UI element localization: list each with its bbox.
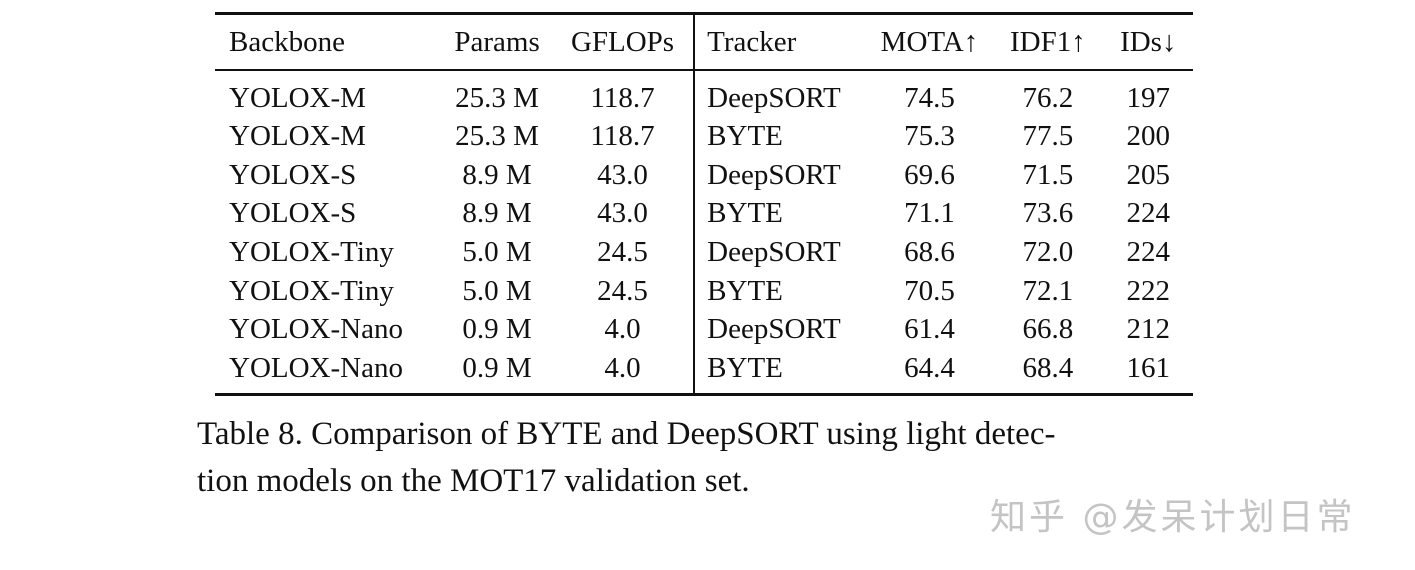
table-row: YOLOX-Tiny 5.0 M 24.5 DeepSORT 68.6 72.0 224	[215, 232, 1193, 272]
cell-idf1: 77.5	[1022, 120, 1074, 153]
cell-mota: 68.6	[904, 236, 955, 269]
table-body: YOLOX-M 25.3 M 118.7 DeepSORT 74.5 76.2 197 YOL…	[215, 70, 1193, 395]
cell-tracker: BYTE	[693, 348, 867, 395]
cell-params: 0.9 M	[462, 313, 532, 346]
table-header: Backbone Params GFLOPs Tracker MOTA↑ IDF…	[215, 13, 1193, 70]
cell-gflops: 43.0	[597, 197, 648, 230]
header-params: Params	[454, 25, 540, 58]
cell-gflops: 4.0	[604, 351, 641, 384]
cell-backbone: YOLOX-M	[229, 120, 366, 153]
results-table-container: Backbone Params GFLOPs Tracker MOTA↑ IDF…	[215, 12, 1193, 396]
cell-gflops: 24.5	[597, 236, 648, 269]
caption-line-1: Table 8. Comparison of BYTE and DeepSORT…	[197, 416, 1056, 452]
cell-mota: 75.3	[904, 120, 955, 153]
cell-params: 8.9 M	[462, 158, 532, 191]
cell-mota: 71.1	[904, 197, 955, 230]
caption-line-2: tion models on the MOT17 validation set.	[197, 463, 750, 499]
cell-gflops: 4.0	[604, 313, 641, 346]
watermark: 知乎 @发呆计划日常	[990, 497, 1356, 538]
cell-params: 25.3 M	[455, 120, 539, 153]
table-row: YOLOX-Nano 0.9 M 4.0 BYTE 64.4 68.4 161	[215, 348, 1193, 395]
table-row: YOLOX-Nano 0.9 M 4.0 DeepSORT 61.4 66.8 212	[215, 309, 1193, 349]
table-row: YOLOX-M 25.3 M 118.7 DeepSORT 74.5 76.2 197	[215, 70, 1193, 117]
cell-backbone: YOLOX-M	[229, 82, 366, 114]
cell-mota: 69.6	[904, 158, 955, 191]
cell-backbone: YOLOX-Tiny	[229, 274, 394, 307]
cell-mota: 70.5	[904, 274, 955, 307]
cell-tracker: BYTE	[693, 194, 867, 233]
cell-ids: 212	[1126, 313, 1171, 346]
cell-tracker: BYTE	[693, 117, 867, 156]
cell-tracker: DeepSORT	[693, 70, 867, 117]
cell-ids: 161	[1126, 351, 1171, 384]
cell-idf1: 71.5	[1022, 158, 1074, 191]
cell-idf1: 72.0	[1022, 236, 1074, 269]
cell-backbone: YOLOX-Nano	[229, 351, 403, 384]
cell-idf1: 66.8	[1022, 313, 1074, 346]
table-row: YOLOX-Tiny 5.0 M 24.5 BYTE 70.5 72.1 222	[215, 271, 1193, 310]
header-gflops: GFLOPs	[570, 25, 675, 58]
table-row: YOLOX-S 8.9 M 43.0 BYTE 71.1 73.6 224	[215, 194, 1193, 233]
header-row: Backbone Params GFLOPs Tracker MOTA↑ IDF…	[215, 13, 1193, 70]
cell-gflops: 118.7	[590, 82, 655, 114]
cell-ids: 205	[1126, 158, 1171, 191]
cell-gflops: 24.5	[597, 274, 648, 307]
cell-idf1: 76.2	[1022, 82, 1074, 114]
cell-ids: 224	[1126, 197, 1171, 230]
cell-idf1: 68.4	[1022, 351, 1074, 384]
cell-mota: 74.5	[904, 82, 955, 114]
cell-params: 8.9 M	[462, 197, 532, 230]
cell-ids: 224	[1126, 236, 1171, 269]
header-ids: IDs↓	[1120, 25, 1177, 58]
cell-tracker: DeepSORT	[693, 309, 867, 349]
cell-idf1: 73.6	[1022, 197, 1074, 230]
cell-backbone: YOLOX-Tiny	[229, 236, 394, 269]
results-table: Backbone Params GFLOPs Tracker MOTA↑ IDF…	[215, 12, 1193, 396]
cell-mota: 61.4	[904, 313, 955, 346]
cell-backbone: YOLOX-S	[229, 158, 357, 191]
cell-ids: 200	[1126, 120, 1171, 153]
cell-tracker: DeepSORT	[693, 232, 867, 272]
cell-params: 5.0 M	[462, 236, 532, 269]
cell-backbone: YOLOX-S	[229, 197, 357, 230]
cell-params: 5.0 M	[462, 274, 532, 307]
cell-gflops: 118.7	[590, 120, 655, 153]
cell-params: 25.3 M	[455, 82, 539, 114]
header-backbone: Backbone	[229, 25, 345, 58]
cell-mota: 64.4	[904, 351, 955, 384]
cell-idf1: 72.1	[1022, 274, 1074, 307]
cell-ids: 197	[1126, 82, 1171, 114]
cell-tracker: DeepSORT	[693, 155, 867, 195]
header-tracker: Tracker	[693, 13, 867, 70]
cell-gflops: 43.0	[597, 158, 648, 191]
cell-ids: 222	[1126, 274, 1171, 307]
table-caption: Table 8. Comparison of BYTE and DeepSORT…	[197, 411, 1227, 505]
header-mota: MOTA↑	[880, 25, 979, 58]
header-idf1: IDF1↑	[1010, 25, 1086, 58]
cell-backbone: YOLOX-Nano	[229, 313, 403, 346]
table-row: YOLOX-S 8.9 M 43.0 DeepSORT 69.6 71.5 205	[215, 155, 1193, 195]
cell-tracker: BYTE	[693, 271, 867, 310]
table-row: YOLOX-M 25.3 M 118.7 BYTE 75.3 77.5 200	[215, 117, 1193, 156]
cell-params: 0.9 M	[462, 351, 532, 384]
